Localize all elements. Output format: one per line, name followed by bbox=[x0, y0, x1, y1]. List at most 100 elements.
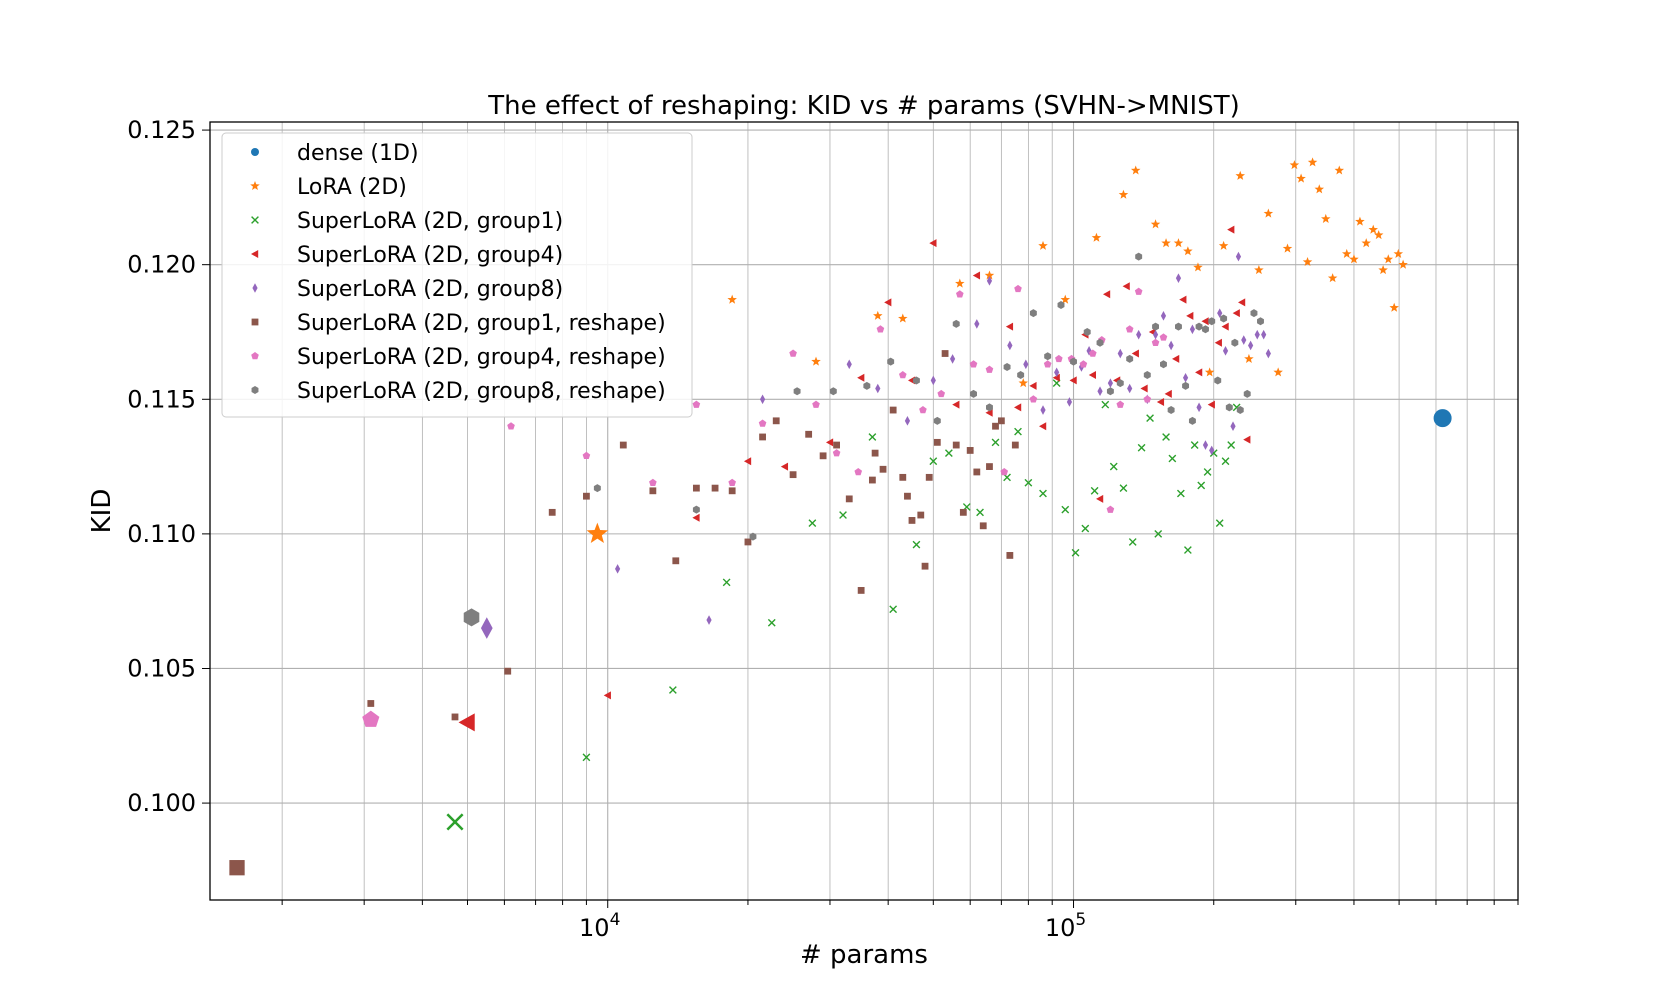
data-point bbox=[672, 557, 680, 565]
data-point bbox=[793, 387, 801, 396]
data-point bbox=[1221, 457, 1230, 466]
data-point bbox=[1218, 240, 1229, 250]
data-point bbox=[619, 441, 627, 449]
data-point bbox=[929, 239, 937, 248]
data-point bbox=[1197, 481, 1206, 490]
data-point bbox=[1029, 395, 1038, 403]
legend-marker bbox=[251, 250, 259, 258]
data-point bbox=[904, 492, 911, 500]
data-point bbox=[919, 406, 927, 414]
data-point bbox=[833, 441, 841, 449]
data-point bbox=[898, 313, 908, 323]
data-point bbox=[1173, 238, 1184, 248]
highlight-point bbox=[586, 522, 609, 543]
data-point bbox=[759, 394, 766, 405]
data-point bbox=[743, 457, 752, 466]
data-point bbox=[1159, 333, 1168, 341]
data-point bbox=[1089, 349, 1097, 357]
data-point bbox=[1018, 378, 1029, 388]
x-tick-label: 105 bbox=[1045, 910, 1086, 942]
data-layer bbox=[229, 157, 1452, 876]
data-point bbox=[1182, 372, 1189, 383]
chart-title: The effect of reshaping: KID vs # params… bbox=[487, 91, 1240, 121]
data-point bbox=[1154, 529, 1163, 538]
legend-label: SuperLoRA (2D, group1) bbox=[297, 209, 563, 234]
highlight-point bbox=[362, 710, 380, 727]
legend-label: SuperLoRA (2D, group8, reshape) bbox=[297, 379, 666, 404]
data-point bbox=[972, 271, 981, 280]
data-point bbox=[887, 357, 895, 366]
data-point bbox=[952, 400, 960, 409]
data-point bbox=[583, 492, 590, 500]
data-point bbox=[1193, 262, 1203, 272]
y-tick-label: 0.120 bbox=[127, 251, 196, 279]
legend-marker bbox=[251, 318, 259, 326]
data-point bbox=[829, 387, 837, 396]
data-point bbox=[1190, 441, 1199, 449]
data-point bbox=[1265, 348, 1271, 359]
data-point bbox=[1220, 314, 1228, 323]
legend-label: SuperLoRA (2D, group4, reshape) bbox=[297, 345, 666, 370]
series-1 bbox=[586, 157, 1408, 543]
data-point bbox=[933, 416, 941, 425]
data-point bbox=[986, 463, 993, 470]
data-point bbox=[722, 578, 731, 587]
data-point bbox=[857, 373, 865, 382]
data-point bbox=[1321, 213, 1331, 223]
data-point bbox=[1116, 379, 1124, 388]
data-point bbox=[1327, 273, 1338, 283]
data-point bbox=[1069, 376, 1077, 385]
data-point bbox=[548, 508, 556, 516]
highlight-point bbox=[446, 813, 464, 831]
data-point bbox=[985, 408, 993, 417]
data-point bbox=[917, 511, 925, 519]
data-point bbox=[744, 538, 752, 546]
data-point bbox=[985, 365, 994, 373]
data-point bbox=[692, 400, 701, 408]
data-point bbox=[912, 376, 920, 385]
legend: dense (1D) LoRA (2D) SuperLoRA (2D, group1… bbox=[221, 132, 693, 418]
data-point bbox=[1090, 486, 1099, 495]
data-point bbox=[997, 417, 1005, 425]
legend-marker bbox=[251, 148, 259, 156]
data-point bbox=[1261, 329, 1267, 340]
data-point bbox=[973, 468, 981, 476]
data-point bbox=[1243, 435, 1251, 444]
data-point bbox=[1235, 170, 1245, 180]
data-point bbox=[1107, 378, 1114, 388]
series-2 bbox=[446, 379, 1241, 831]
data-point bbox=[1151, 338, 1160, 346]
data-point bbox=[1368, 224, 1378, 234]
data-point bbox=[1393, 248, 1404, 258]
data-point bbox=[1254, 329, 1260, 340]
legend-marker bbox=[252, 283, 258, 293]
series-7 bbox=[463, 252, 1264, 627]
data-point bbox=[1043, 360, 1052, 368]
data-point bbox=[1186, 311, 1194, 320]
data-point bbox=[1232, 309, 1240, 318]
data-point bbox=[1152, 329, 1159, 340]
data-point bbox=[875, 383, 881, 394]
data-point bbox=[1011, 441, 1019, 449]
data-point bbox=[789, 349, 797, 357]
data-point bbox=[825, 438, 834, 447]
data-point bbox=[1195, 368, 1203, 377]
highlight-point bbox=[458, 713, 475, 732]
legend-marker bbox=[250, 181, 260, 191]
y-tick-label: 0.125 bbox=[127, 116, 196, 144]
data-point bbox=[1222, 346, 1229, 356]
data-point bbox=[1038, 240, 1048, 250]
data-point bbox=[1143, 395, 1152, 403]
data-point bbox=[1188, 416, 1196, 425]
data-point bbox=[1208, 317, 1216, 326]
data-point bbox=[1373, 230, 1384, 240]
data-point bbox=[944, 449, 953, 458]
data-point bbox=[1202, 440, 1209, 450]
data-point bbox=[811, 356, 821, 366]
highlight-point bbox=[229, 860, 245, 876]
data-point bbox=[1201, 317, 1209, 326]
data-point bbox=[1230, 421, 1236, 432]
data-point bbox=[1227, 225, 1235, 234]
data-point bbox=[929, 457, 938, 466]
data-point bbox=[921, 562, 929, 570]
